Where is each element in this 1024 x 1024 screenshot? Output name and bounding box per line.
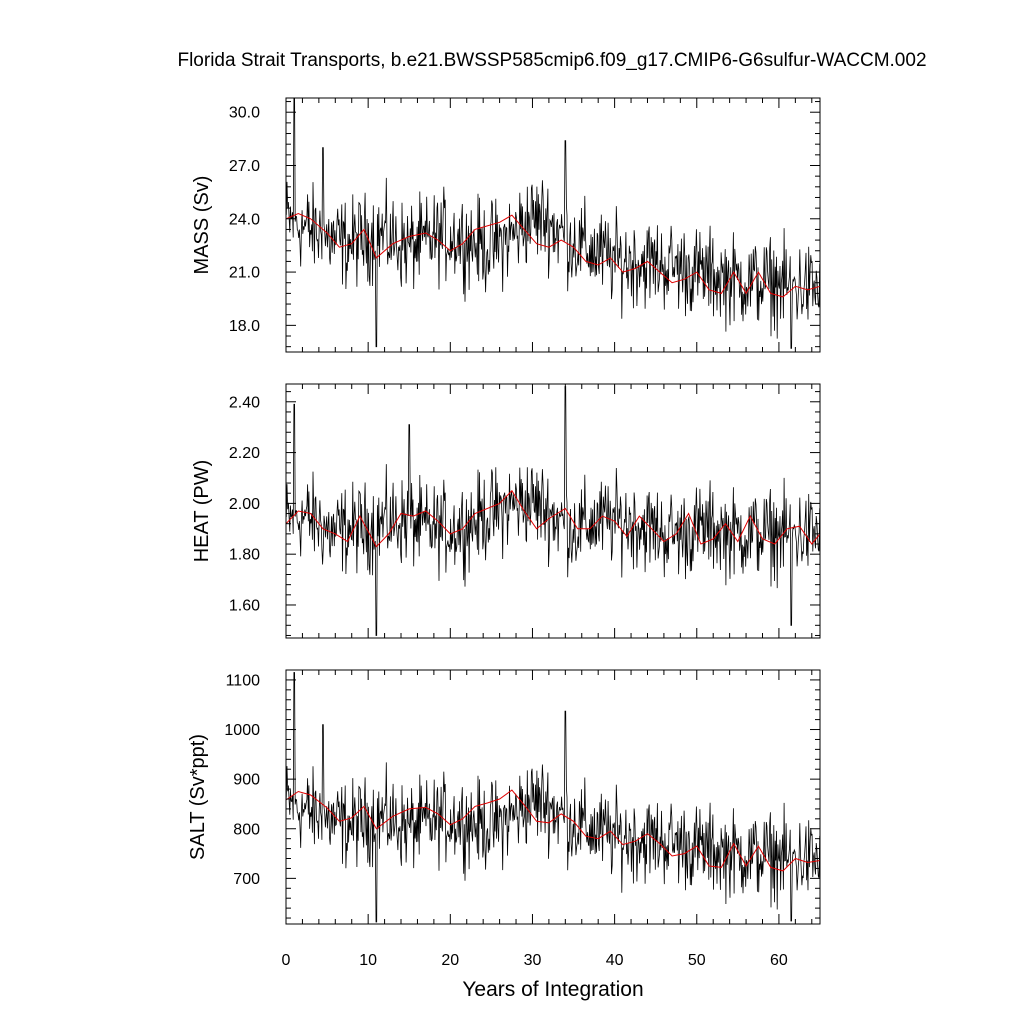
salt-plot-frame [285, 669, 821, 925]
mass-monthly-line [285, 97, 821, 349]
salt-axis-ticks: 1100 1000 900 800 700 [224, 669, 820, 924]
mass-y-tick-label: 21.0 [229, 265, 260, 282]
mass-y-tick-label: 30.0 [229, 105, 260, 122]
salt-y-tick-label: 1100 [226, 672, 261, 689]
heat-plot-frame [285, 383, 821, 639]
salt-y-tick-label: 800 [233, 821, 260, 838]
x-tick-label: 40 [606, 952, 624, 969]
mass-axis-ticks: 30.0 27.0 24.0 21.0 18.0 [229, 98, 820, 352]
x-tick-label: 30 [524, 952, 542, 969]
heat-y-tick-label: 2.20 [229, 445, 260, 462]
x-tick-labels: 0 10 20 30 40 50 60 [282, 952, 788, 969]
heat-y-tick-label: 1.80 [229, 547, 260, 564]
x-tick-label: 60 [770, 952, 788, 969]
mass-y-tick-label: 18.0 [229, 318, 260, 335]
salt-smoothed-line [285, 789, 821, 872]
heat-y-tick-label: 2.40 [229, 394, 260, 411]
heat-monthly-line [285, 386, 821, 636]
heat-series [285, 386, 821, 636]
mass-smoothed-line [285, 212, 821, 298]
panel-heat: 2.40 2.20 2.00 1.80 1.60 HEAT (PW) [191, 383, 821, 639]
heat-axis-ticks: 2.40 2.20 2.00 1.80 1.60 [229, 384, 820, 638]
heat-y-axis-label: HEAT (PW) [191, 460, 213, 563]
mass-plot-frame [285, 97, 821, 353]
salt-monthly-line [285, 672, 821, 923]
heat-smoothed-line [285, 489, 821, 548]
heat-y-tick-label: 1.60 [229, 597, 260, 614]
salt-y-tick-label: 900 [233, 772, 260, 789]
salt-series [285, 672, 821, 923]
x-tick-label: 50 [688, 952, 706, 969]
x-tick-label: 20 [441, 952, 459, 969]
salt-y-tick-label: 1000 [224, 722, 260, 739]
salt-y-axis-label: SALT (Sv*ppt) [187, 734, 209, 860]
salt-y-tick-label: 700 [233, 871, 260, 888]
x-tick-label: 10 [359, 952, 377, 969]
heat-y-tick-label: 2.00 [229, 496, 260, 513]
chart-title: Florida Strait Transports, b.e21.BWSSP58… [177, 50, 926, 71]
x-axis-label: Years of Integration [462, 978, 643, 1001]
mass-y-tick-label: 27.0 [229, 158, 260, 175]
mass-y-tick-label: 24.0 [229, 211, 260, 228]
mass-y-axis-label: MASS (Sv) [191, 176, 213, 275]
x-tick-label: 0 [282, 952, 291, 969]
mass-series [285, 97, 821, 349]
panel-mass: 30.0 27.0 24.0 21.0 18.0 MASS (Sv) [191, 97, 821, 353]
panel-salt: 1100 1000 900 800 700 SALT (Sv*ppt) [187, 669, 821, 925]
